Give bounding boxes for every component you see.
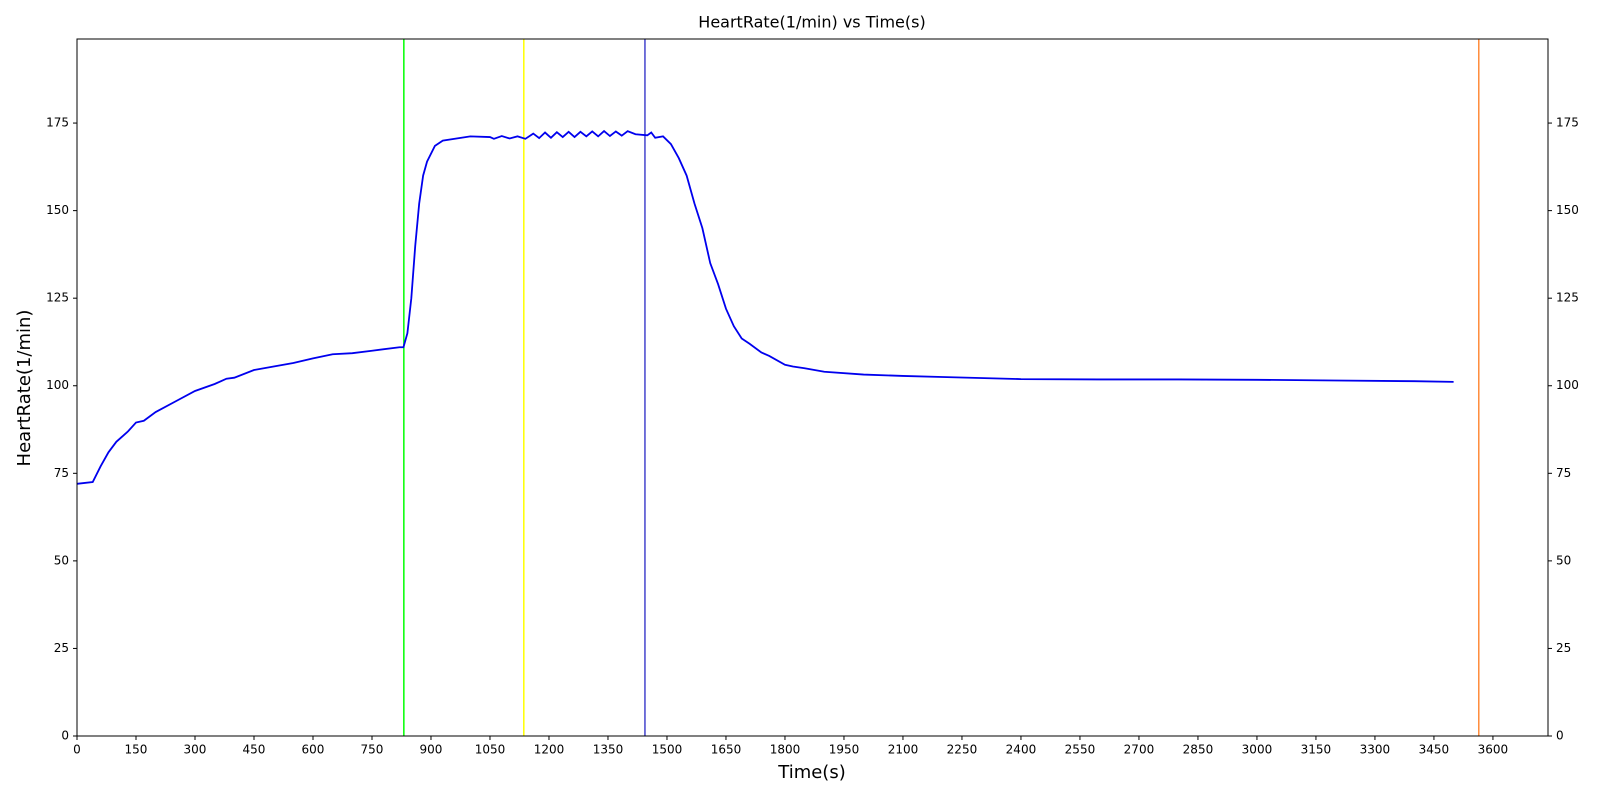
y2-tick-label: 0	[1556, 729, 1564, 743]
y2-tick-label: 50	[1556, 553, 1571, 567]
plot-frame	[76, 38, 1549, 737]
x-tick-label: 1200	[534, 743, 565, 757]
x-tick-label: 450	[243, 743, 266, 757]
x-tick-label: 1650	[711, 743, 742, 757]
x-tick-label: 1950	[829, 743, 860, 757]
y-tick-label: 25	[54, 641, 69, 655]
x-tick-label: 2700	[1124, 743, 1155, 757]
x-tick-label: 300	[184, 743, 207, 757]
x-tick-label: 900	[420, 743, 443, 757]
data-line	[76, 129, 1454, 485]
x-tick-label: 750	[361, 743, 384, 757]
y-tick-label: 75	[54, 466, 69, 480]
x-tick-label: 3450	[1419, 743, 1450, 757]
x-tick-label: 2100	[888, 743, 919, 757]
x-tick-label: 2550	[1065, 743, 1096, 757]
x-tick-label: 3600	[1478, 743, 1509, 757]
x-tick-label: 3150	[1301, 743, 1332, 757]
chart-title: HeartRate(1/min) vs Time(s)	[698, 13, 925, 32]
y2-tick-label: 75	[1556, 466, 1571, 480]
x-tick-label: 1050	[475, 743, 506, 757]
x-tick-label: 1500	[652, 743, 683, 757]
x-tick-label: 3300	[1360, 743, 1391, 757]
x-tick-label: 3000	[1242, 743, 1273, 757]
x-tick-label: 1350	[593, 743, 624, 757]
y-tick-label: 125	[46, 291, 69, 305]
y-tick-label: 150	[46, 203, 69, 217]
y-axis-label: HeartRate(1/min)	[14, 310, 35, 467]
x-axis-label: Time(s)	[777, 762, 845, 783]
x-tick-label: 0	[73, 743, 81, 757]
y-tick-label: 0	[61, 729, 69, 743]
x-tick-label: 1800	[770, 743, 801, 757]
x-tick-label: 2400	[1006, 743, 1037, 757]
x-tick-label: 2850	[1183, 743, 1214, 757]
y-tick-label: 50	[54, 553, 69, 567]
y2-tick-label: 125	[1556, 291, 1579, 305]
y-tick-label: 100	[46, 378, 69, 392]
y2-tick-label: 100	[1556, 378, 1579, 392]
x-tick-label: 600	[302, 743, 325, 757]
y-tick-label: 175	[46, 116, 69, 130]
y2-tick-label: 150	[1556, 203, 1579, 217]
x-tick-label: 2250	[947, 743, 978, 757]
x-tick-label: 150	[125, 743, 148, 757]
y2-tick-label: 175	[1556, 116, 1579, 130]
y2-tick-label: 25	[1556, 641, 1571, 655]
